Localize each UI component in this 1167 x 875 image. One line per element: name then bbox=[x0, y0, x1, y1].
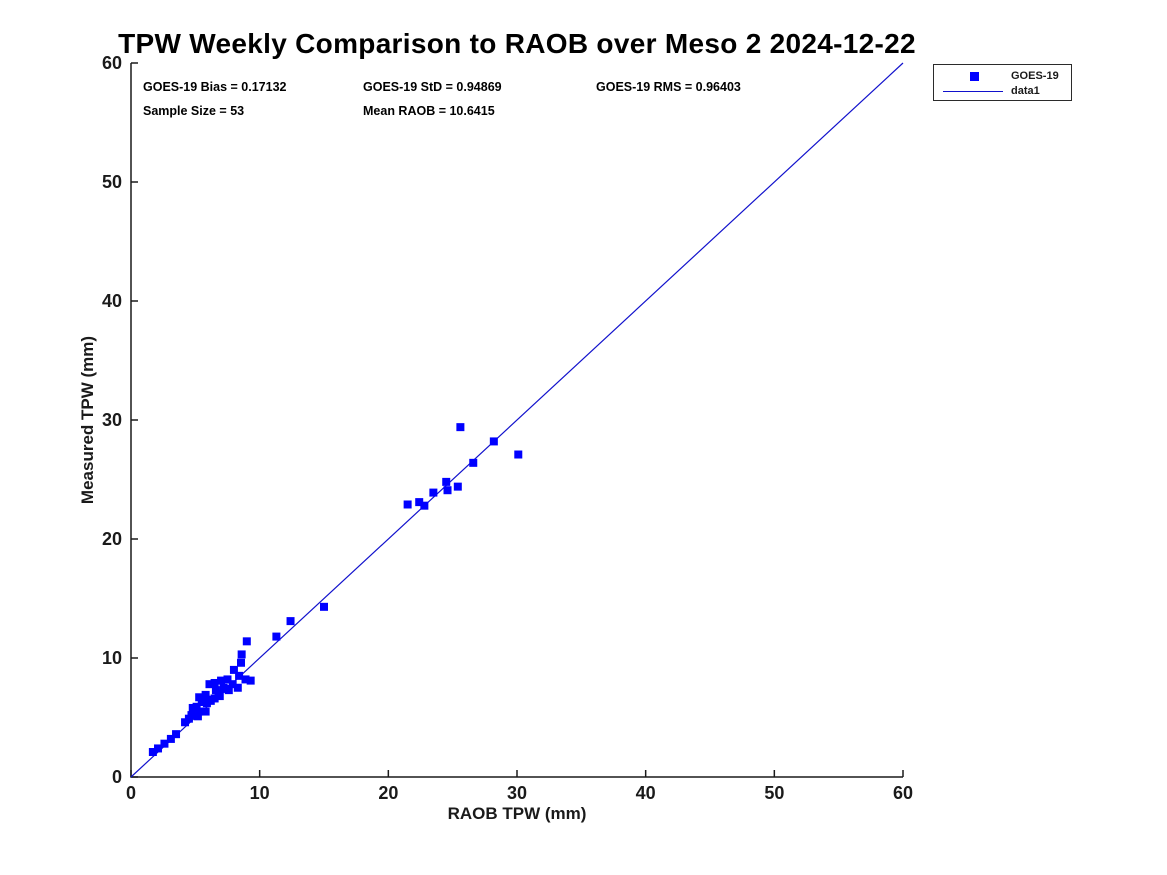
data-point-marker bbox=[514, 450, 523, 459]
data-point-marker bbox=[223, 675, 232, 684]
data-point-marker bbox=[224, 686, 233, 695]
data-point-marker bbox=[201, 690, 210, 699]
data-point-marker bbox=[154, 744, 163, 753]
data-point-marker bbox=[320, 602, 328, 611]
data-point-marker bbox=[246, 676, 255, 685]
data-point-marker bbox=[215, 692, 224, 701]
data-point-marker bbox=[456, 423, 465, 432]
y-tick-label: 40 bbox=[102, 291, 122, 311]
data-point-marker bbox=[205, 680, 214, 689]
data-point-marker bbox=[453, 482, 462, 491]
data-point-marker bbox=[195, 707, 204, 716]
y-tick-label: 10 bbox=[102, 648, 122, 668]
data-point-marker bbox=[160, 739, 169, 748]
data-point-marker bbox=[187, 711, 196, 720]
data-point-marker bbox=[217, 676, 226, 685]
data-point-marker bbox=[193, 712, 202, 721]
y-tick-label: 60 bbox=[102, 53, 122, 73]
data-point-marker bbox=[415, 498, 424, 507]
data-point-marker bbox=[229, 665, 238, 674]
stat-std: GOES-19 StD = 0.94869 bbox=[363, 80, 502, 94]
data-point-marker bbox=[210, 678, 219, 687]
data-point-marker bbox=[235, 671, 244, 680]
data-point-marker bbox=[443, 486, 452, 495]
data-point-marker bbox=[172, 730, 181, 739]
data-point-marker bbox=[210, 694, 219, 703]
data-point-marker bbox=[403, 500, 412, 509]
y-tick-label: 0 bbox=[112, 767, 122, 787]
stat-rms: GOES-19 RMS = 0.96403 bbox=[596, 80, 741, 94]
data-point-marker bbox=[429, 488, 438, 497]
legend-label-data1: data1 bbox=[1011, 85, 1040, 97]
data-point-marker bbox=[197, 698, 206, 707]
data-point-marker bbox=[469, 458, 478, 467]
stat-sample-size: Sample Size = 53 bbox=[143, 104, 245, 118]
y-tick-label: 50 bbox=[102, 172, 122, 192]
y-tick-label: 30 bbox=[102, 410, 122, 430]
data-point-marker bbox=[233, 683, 242, 692]
x-tick-label: 40 bbox=[636, 783, 656, 803]
data-point-marker bbox=[489, 437, 498, 446]
data-point-marker bbox=[241, 675, 250, 684]
data-point-marker bbox=[192, 702, 201, 711]
y-axis-label: Measured TPW (mm) bbox=[78, 335, 97, 505]
x-tick-label: 10 bbox=[250, 783, 270, 803]
x-axis-label: RAOB TPW (mm) bbox=[447, 804, 587, 823]
data-point-marker bbox=[272, 632, 281, 641]
data-point-marker bbox=[148, 748, 157, 757]
y-tick-label: 20 bbox=[102, 529, 122, 549]
identity-line bbox=[130, 62, 904, 778]
x-tick-label: 0 bbox=[126, 783, 136, 803]
x-tick-label: 30 bbox=[507, 783, 527, 803]
legend-line-icon bbox=[943, 91, 1003, 92]
x-tick-label: 60 bbox=[893, 783, 913, 803]
data-point-marker bbox=[237, 650, 246, 659]
data-point-marker bbox=[195, 693, 204, 702]
legend: GOES-19 data1 bbox=[933, 64, 1072, 101]
data-point-marker bbox=[242, 637, 251, 646]
data-point-marker bbox=[442, 477, 451, 486]
data-point-marker bbox=[166, 734, 175, 743]
stat-bias: GOES-19 Bias = 0.17132 bbox=[143, 80, 287, 94]
data-point-marker bbox=[201, 707, 210, 716]
data-point-marker bbox=[237, 658, 246, 667]
legend-label-goes19: GOES-19 bbox=[1011, 70, 1059, 82]
data-point-marker bbox=[228, 680, 237, 689]
data-point-marker bbox=[286, 617, 295, 626]
x-tick-label: 50 bbox=[764, 783, 784, 803]
legend-square-marker-icon bbox=[970, 72, 979, 81]
x-tick-label: 20 bbox=[378, 783, 398, 803]
stat-mean-raob: Mean RAOB = 10.6415 bbox=[363, 104, 495, 118]
chart-title: TPW Weekly Comparison to RAOB over Meso … bbox=[118, 28, 916, 59]
data-point-marker bbox=[420, 501, 429, 510]
